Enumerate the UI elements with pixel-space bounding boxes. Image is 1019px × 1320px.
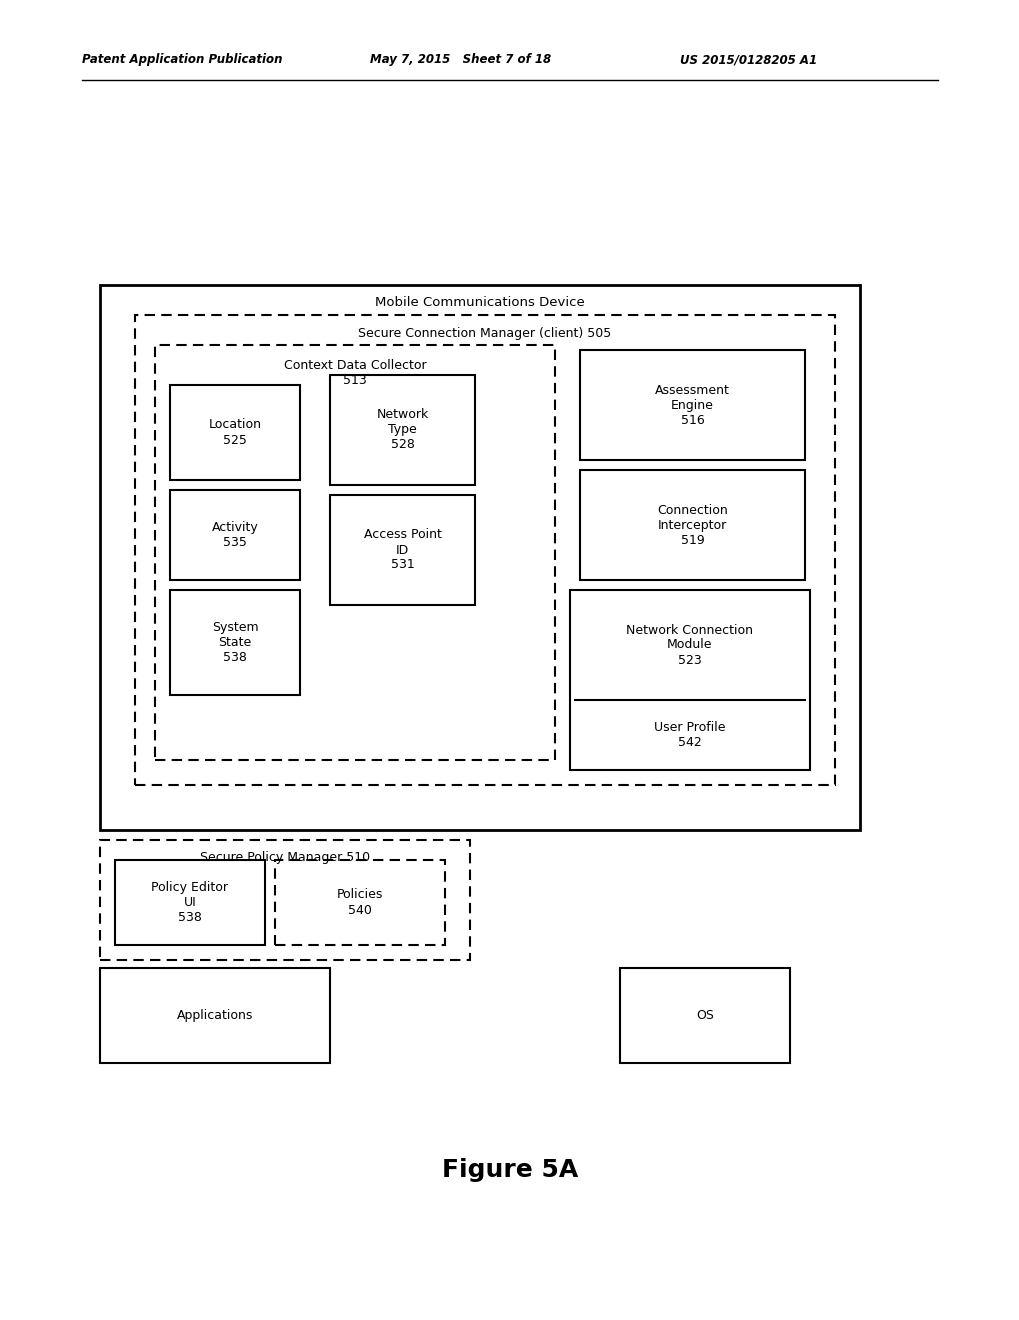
Text: Applications: Applications (176, 1008, 253, 1022)
Bar (275, 861, 444, 945)
Text: System
State
538: System State 538 (212, 620, 258, 664)
Bar (100, 968, 330, 1063)
Text: Secure Connection Manager (client) 505: Secure Connection Manager (client) 505 (358, 326, 611, 339)
Text: Policies
540: Policies 540 (336, 888, 383, 916)
Bar (580, 350, 804, 459)
Bar (330, 495, 475, 605)
Bar (570, 590, 809, 770)
Text: OS: OS (695, 1008, 713, 1022)
Text: User Profile
542: User Profile 542 (653, 721, 726, 748)
Bar (170, 590, 300, 696)
Text: Mobile Communications Device: Mobile Communications Device (375, 297, 584, 309)
Text: US 2015/0128205 A1: US 2015/0128205 A1 (680, 54, 816, 66)
Bar (135, 315, 835, 785)
Text: Figure 5A: Figure 5A (441, 1158, 578, 1181)
Text: Activity
535: Activity 535 (211, 521, 258, 549)
Bar (155, 345, 554, 760)
Text: Assessment
Engine
516: Assessment Engine 516 (654, 384, 730, 426)
Bar (330, 375, 475, 484)
Text: Access Point
ID
531: Access Point ID 531 (363, 528, 441, 572)
Bar (100, 840, 470, 960)
Text: Context Data Collector
513: Context Data Collector 513 (283, 359, 426, 387)
Text: Network
Type
528: Network Type 528 (376, 408, 428, 451)
Text: Network Connection
Module
523: Network Connection Module 523 (626, 623, 753, 667)
Text: May 7, 2015   Sheet 7 of 18: May 7, 2015 Sheet 7 of 18 (370, 54, 550, 66)
Text: Patent Application Publication: Patent Application Publication (82, 54, 282, 66)
Bar (100, 285, 859, 830)
Bar (170, 490, 300, 579)
Bar (115, 861, 265, 945)
Text: Policy Editor
UI
538: Policy Editor UI 538 (152, 880, 228, 924)
Bar (170, 385, 300, 480)
Bar (580, 470, 804, 579)
Text: Location
525: Location 525 (208, 418, 261, 446)
Text: Secure Policy Manager 510: Secure Policy Manager 510 (200, 851, 370, 865)
Text: Connection
Interceptor
519: Connection Interceptor 519 (656, 503, 728, 546)
Bar (620, 968, 790, 1063)
